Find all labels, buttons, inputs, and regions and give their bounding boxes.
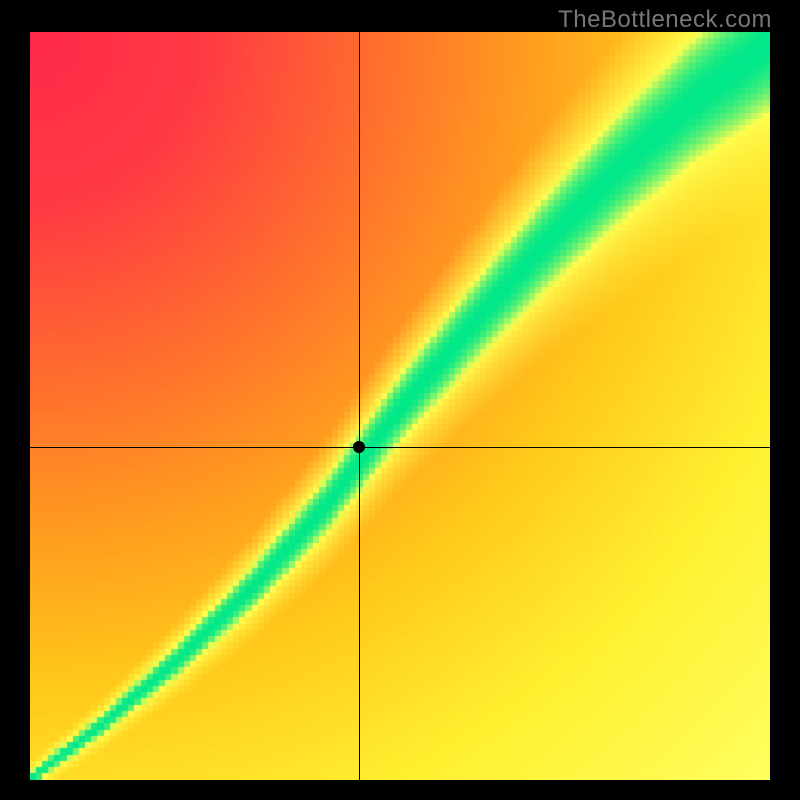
watermark-text: TheBottleneck.com [558,6,772,34]
plot-frame [30,32,770,780]
data-point-marker [353,441,365,453]
plot-area [30,32,770,780]
heatmap-canvas [30,32,770,780]
crosshair-vertical [359,32,360,780]
crosshair-horizontal [30,447,770,448]
